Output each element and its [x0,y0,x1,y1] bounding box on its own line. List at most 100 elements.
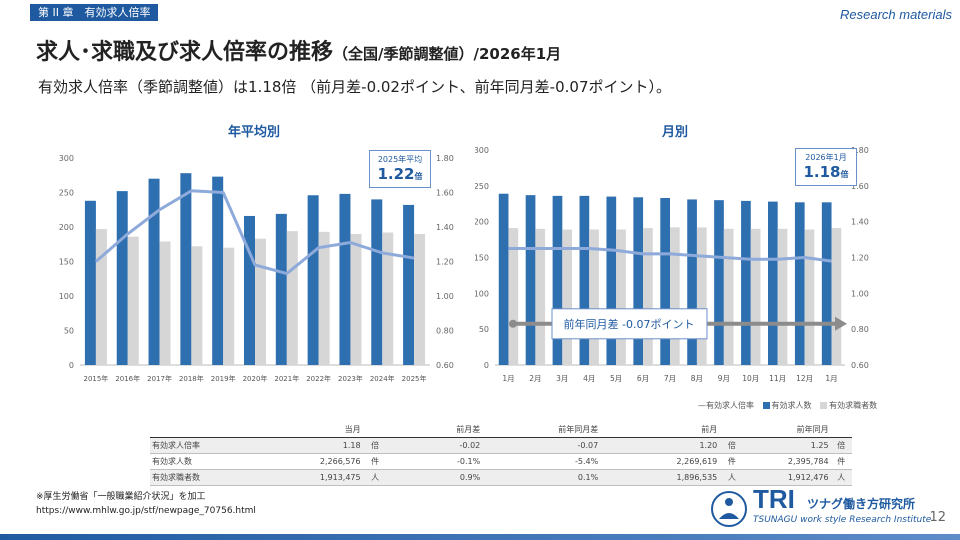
table-cell: 有効求人数 [150,453,230,470]
y2-tick-label: 1.00 [851,289,869,298]
bottom-bar [0,534,960,540]
bar-openings [552,195,563,365]
bar-seekers [350,233,362,365]
x-tick-label: 4月 [583,374,595,383]
bar-seekers [670,227,680,365]
x-tick-label: 9月 [718,374,730,383]
x-tick-label: 2024年 [370,374,395,383]
ratio-line [94,189,415,276]
bar-seekers [804,229,815,365]
bar-openings [525,195,536,365]
table-cell: -0.1% [387,453,483,470]
table-header [830,422,852,438]
page-title: 求人･求職及び求人倍率の推移（全国/季節調整値）/2026年1月 [36,34,561,66]
table-cell: 2,395,784 [744,453,831,470]
table-header-row: 当月 前月差 前年同月差 前月 前年同月 [150,422,852,438]
bar-openings [148,178,160,365]
bar-seekers [589,229,599,365]
page-subtitle: 有効求人倍率（季節調整値）は1.18倍 （前月差-0.02ポイント、前年同月差-… [38,78,671,96]
chart-title-annual: 年平均別 [228,125,281,140]
bar-seekers [255,238,266,365]
table-row: 有効求人倍率 1.18 倍 -0.02 -0.07 1.20 倍 1.25 倍 [150,437,852,454]
bar-seekers [562,229,572,365]
bar-seekers [382,232,394,365]
table-cell: 1,912,476 [744,469,831,486]
table-header: 前年同月差 [482,422,601,438]
table-header: 前月 [600,422,720,438]
x-tick-label: 2015年 [83,374,108,383]
bar-openings [275,213,287,365]
bar-seekers [777,228,788,365]
diff-annotation-text: 前年同月差 -0.07ポイント [564,317,695,331]
logo-mark: TRI [753,484,795,514]
bar-seekers [723,228,734,365]
bar-openings [212,176,224,365]
y-tick-label: 250 [59,189,74,198]
monthly-callout-label: 2026年1月 [805,153,847,162]
bar-openings [339,193,351,365]
bar-openings [714,200,724,365]
table-cell: 人 [830,469,852,486]
table-cell: 1.20 [600,437,720,454]
bar-openings [498,193,509,365]
bar-seekers [414,233,426,365]
table-header: 前年同月 [744,422,831,438]
y2-tick-label: 1.80 [436,154,454,163]
y2-tick-label: 1.00 [436,292,454,301]
bar-seekers [750,228,761,365]
bar-openings [307,195,319,365]
bar-seekers [643,228,653,365]
title-date: /2026年1月 [473,45,562,63]
y2-tick-label: 1.60 [436,189,454,198]
x-tick-label: 2018年 [179,374,204,383]
y-tick-label: 200 [59,223,74,232]
bar-seekers [696,227,707,365]
bar-openings [180,173,192,365]
table-cell: 1.18 [229,437,363,454]
x-tick-label: 2020年 [243,374,268,383]
x-tick-label: 2021年 [274,374,299,383]
y-tick-label: 100 [59,292,74,301]
bar-openings [116,191,128,365]
source-note: ※厚生労働省「一般職業紹介状況」を加工 https://www.mhlw.go.… [36,490,256,518]
table-header [719,422,745,438]
bar-seekers [95,229,107,365]
source-url[interactable]: https://www.mhlw.go.jp/stf/newpage_70756… [36,506,256,516]
x-tick-label: 2017年 [147,374,172,383]
annual-callout: 2025年平均 1.22倍 [369,150,431,188]
y-tick-label: 250 [475,182,489,191]
table-row: 有効求職者数 1,913,475 人 0.9% 0.1% 1,896,535 人… [150,469,852,486]
logo-name-jp: ツナグ働き方研究所 [807,497,916,511]
logo-name-en: TSUNAGU work style Research Institute [753,515,932,525]
y2-tick-label: 1.40 [436,223,454,232]
bar-seekers [318,231,330,365]
bar-seekers [508,228,519,365]
table-cell: 1,896,535 [600,469,720,486]
page-number: 12 [929,510,946,525]
x-tick-label: 7月 [664,374,676,383]
table-cell: 人 [719,469,745,486]
y2-tick-label: 0.60 [851,361,869,370]
table-cell: 2,269,619 [600,453,720,470]
x-tick-label: 12月 [796,374,813,383]
annual-chart: 0 50 100 150 200 250 300 0.60 0.80 1.00 1.20 1.40 1.… [59,154,454,383]
bar-openings [579,195,590,365]
annual-callout-value: 1.22倍 [377,165,423,183]
y-tick-label: 150 [59,258,74,267]
x-tick-label: 2023年 [338,374,363,383]
table-cell: -0.02 [387,437,483,454]
bar-openings [821,202,832,365]
table-cell: 有効求職者数 [150,469,230,486]
y-tick-label: 300 [475,146,489,155]
table-cell: 0.9% [387,469,483,486]
x-tick-label: 3月 [556,374,568,383]
y-tick-label: 50 [479,325,489,334]
bar-openings [403,204,415,365]
table-cell: -0.07 [482,437,601,454]
y-tick-label: 0 [69,361,74,370]
table-row: 有効求人数 2,266,576 件 -0.1% -5.4% 2,269,619 … [150,453,852,470]
y-tick-label: 100 [475,289,489,298]
table-cell: 倍 [362,437,388,454]
bar-seekers [535,228,546,365]
diff-annotation-box [551,308,708,340]
